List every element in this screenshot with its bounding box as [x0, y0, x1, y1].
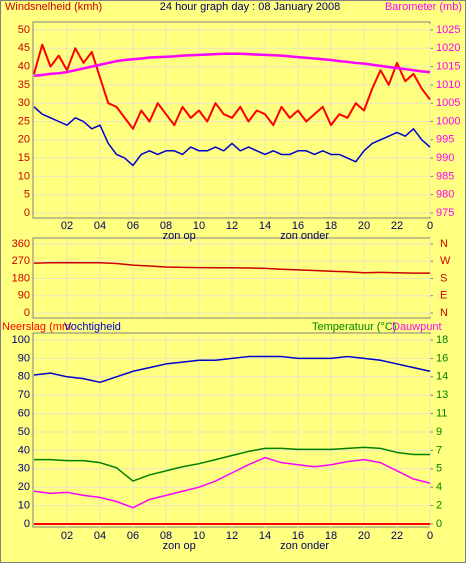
x-tick-label: 12	[226, 530, 238, 542]
x-tick-label: 18	[325, 530, 337, 542]
x-tick-label: 06	[127, 220, 139, 232]
y2-tick-label: 0	[436, 518, 442, 530]
y-tick-label: 15	[18, 152, 30, 164]
legend-label: Neerslag (mm	[2, 321, 71, 333]
y2-tick-label: 975	[436, 207, 454, 219]
y-tick-label: 90	[18, 352, 30, 364]
y-tick-label: 0	[24, 207, 30, 219]
y-tick-label: 5	[24, 189, 30, 201]
y-axis-label: Windsnelheid (kmh)	[5, 1, 102, 13]
y-tick-label: 70	[18, 389, 30, 401]
y2-tick-label: 14	[436, 371, 448, 383]
annotation: zon op	[163, 230, 196, 242]
y-tick-label: 0	[24, 307, 30, 319]
y2-tick-label: 1015	[436, 61, 460, 73]
y2-tick-label: 5	[436, 463, 442, 475]
series-line	[34, 446, 430, 482]
series-line	[33, 261, 430, 274]
y2-tick-label: 18	[436, 334, 448, 346]
legend-label: Vochtigheid	[64, 321, 121, 333]
annotation: zon op	[163, 540, 196, 552]
y-tick-label: 30	[18, 463, 30, 475]
y2-tick-label: W	[440, 255, 451, 267]
y-tick-label: 180	[12, 272, 30, 284]
y-tick-label: 80	[18, 371, 30, 383]
series-line	[33, 106, 431, 167]
y2-tick-label: 985	[436, 170, 454, 182]
y-tick-label: 270	[12, 255, 30, 267]
y-tick-label: 0	[24, 518, 30, 530]
y2-tick-label: N	[440, 238, 448, 250]
series-line	[33, 456, 431, 509]
y2-tick-label: 9	[436, 426, 442, 438]
x-tick-label: 02	[61, 220, 73, 232]
x-tick-label: 16	[292, 220, 304, 232]
x-tick-label: 16	[292, 530, 304, 542]
series-line	[33, 52, 431, 77]
y2-tick-label: 1010	[436, 79, 460, 91]
y-tick-label: 10	[18, 500, 30, 512]
x-tick-label: 04	[94, 220, 106, 232]
y2-tick-label: 2	[436, 500, 442, 512]
y-tick-label: 20	[18, 134, 30, 146]
x-tick-label: 14	[259, 530, 271, 542]
x-tick-label: 10	[193, 530, 205, 542]
series-line	[33, 43, 431, 130]
x-tick-label: 22	[391, 530, 403, 542]
y-tick-label: 100	[12, 334, 30, 346]
y2-tick-label: E	[440, 290, 447, 302]
legend-label: Dauwpunt	[392, 321, 442, 333]
y2-tick-label: 980	[436, 189, 454, 201]
x-tick-label: 0	[427, 530, 433, 542]
y-tick-label: 25	[18, 115, 30, 127]
y-tick-label: 50	[18, 24, 30, 36]
y2-tick-label: 16	[436, 352, 448, 364]
x-tick-label: 06	[127, 530, 139, 542]
x-tick-label: 02	[61, 530, 73, 542]
legend-label: Temperatuur (°C)	[312, 321, 396, 333]
x-tick-label: 12	[226, 220, 238, 232]
y-tick-label: 30	[18, 97, 30, 109]
y-tick-label: 35	[18, 79, 30, 91]
y-tick-label: 50	[18, 426, 30, 438]
y-tick-label: 40	[18, 444, 30, 456]
x-tick-label: 04	[94, 530, 106, 542]
x-tick-label: 10	[193, 220, 205, 232]
y2-tick-label: 1020	[436, 42, 460, 54]
y2-axis-label: Barometer (mb)	[385, 1, 462, 13]
y-tick-label: 360	[12, 238, 30, 250]
x-tick-label: 22	[391, 220, 403, 232]
x-tick-label: 08	[160, 220, 172, 232]
y-tick-label: 40	[18, 61, 30, 73]
annotation: zon onder	[280, 540, 329, 552]
x-tick-label: 20	[358, 530, 370, 542]
x-tick-label: 18	[325, 220, 337, 232]
x-tick-label: 14	[259, 220, 271, 232]
y2-tick-label: S	[440, 272, 447, 284]
y-tick-label: 20	[18, 481, 30, 493]
y2-tick-label: 11	[436, 408, 447, 420]
y2-tick-label: 1000	[436, 115, 460, 127]
y-tick-label: 60	[18, 408, 30, 420]
y-tick-label: 10	[18, 170, 30, 182]
y-tick-label: 90	[18, 290, 30, 302]
series-line	[33, 355, 431, 384]
y2-tick-label: 7	[436, 444, 442, 456]
y2-tick-label: 995	[436, 134, 454, 146]
y2-tick-label: 1025	[436, 24, 460, 36]
chart-title: 24 hour graph day : 08 January 2008	[160, 1, 340, 13]
x-tick-label: 08	[160, 530, 172, 542]
y2-tick-label: 1005	[436, 97, 460, 109]
y2-tick-label: 13	[436, 389, 448, 401]
y2-tick-label: N	[440, 307, 448, 319]
annotation: zon onder	[280, 230, 329, 242]
x-tick-label: 20	[358, 220, 370, 232]
y-tick-label: 45	[18, 42, 30, 54]
y2-tick-label: 4	[436, 481, 442, 493]
y2-tick-label: 990	[436, 152, 454, 164]
x-tick-label: 0	[427, 220, 433, 232]
